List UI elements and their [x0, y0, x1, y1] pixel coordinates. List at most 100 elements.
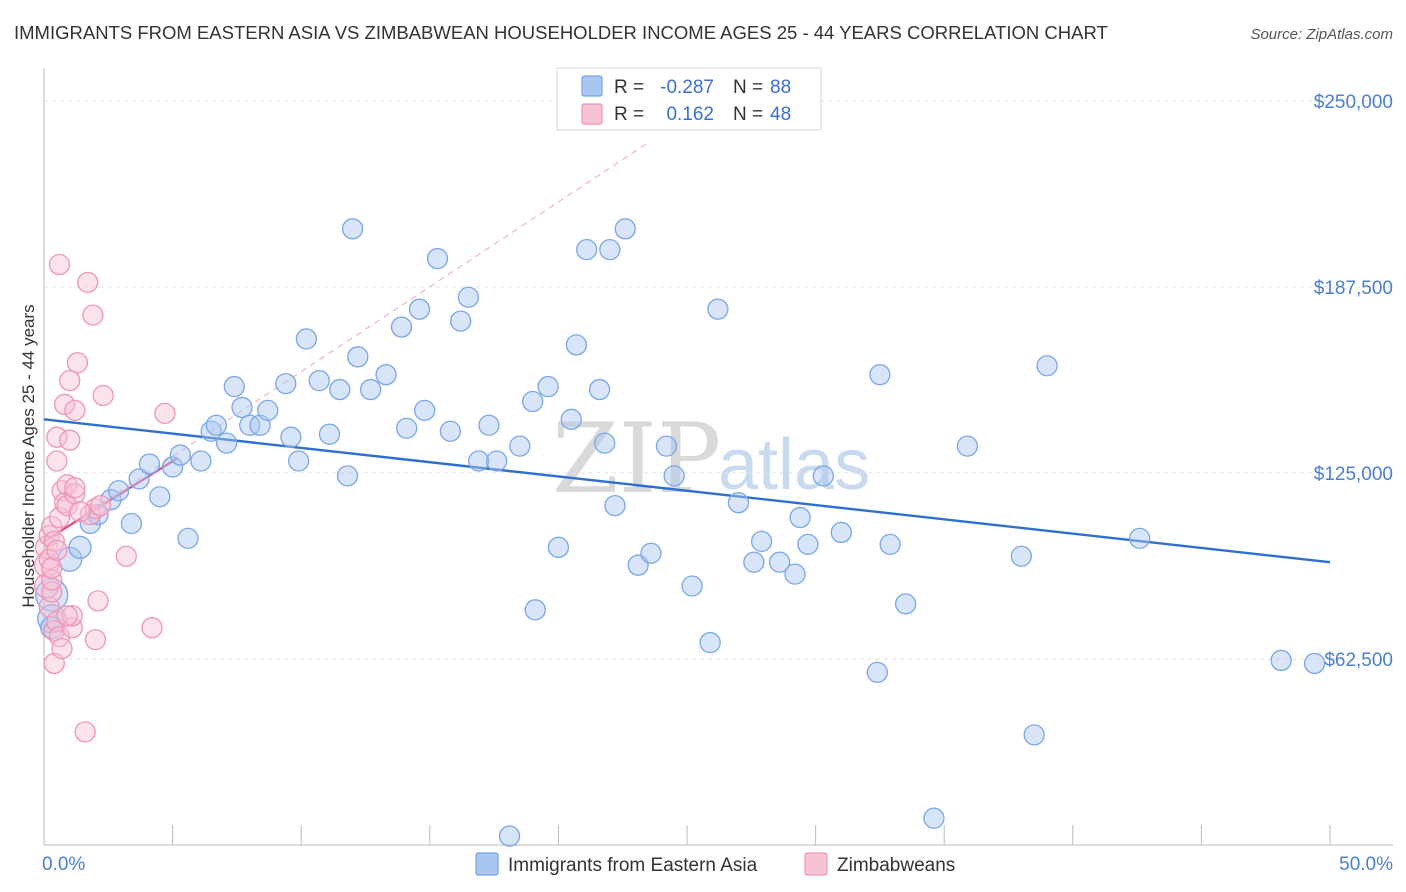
eastern-asia-point-82 — [923, 807, 945, 829]
scatter-points — [33, 218, 1326, 847]
eastern-asia-point-11 — [138, 453, 161, 475]
y-tick-label-3: $250,000 — [1314, 92, 1393, 113]
eastern-asia-point-42 — [439, 420, 462, 442]
zimbabwean-point-46 — [56, 605, 78, 627]
eastern-asia-point-12 — [149, 486, 171, 508]
chart-source: Source: ZipAtlas.com — [1250, 26, 1393, 43]
eastern-asia-point-35 — [359, 378, 382, 401]
eastern-asia-point-53 — [547, 536, 570, 558]
eastern-asia-point-37 — [390, 316, 413, 338]
zimbabwean-point-31 — [74, 721, 96, 743]
eastern-asia-point-44 — [457, 286, 480, 308]
eastern-asia-point-89 — [1303, 652, 1326, 675]
y-tick-label-2: $187,500 — [1314, 278, 1393, 299]
eastern-asia-point-33 — [341, 218, 364, 240]
x-tick-label-0: 0.0% — [42, 854, 85, 875]
eastern-asia-point-74 — [789, 506, 811, 529]
eastern-asia-point-28 — [295, 328, 317, 350]
zimbabwean-point-26 — [61, 605, 83, 627]
chart-title: IMMIGRANTS FROM EASTERN ASIA VS ZIMBABWE… — [14, 22, 1108, 43]
eastern-asia-point-43 — [450, 310, 472, 332]
zimbabwean-point-24 — [59, 369, 81, 392]
zimbabwean-point-20 — [53, 393, 76, 416]
y-tick-label-0: $62,500 — [1324, 650, 1393, 671]
eastern-asia-point-51 — [524, 599, 546, 621]
zimbabwean-point-17 — [51, 637, 73, 660]
zimbabwean-point-1 — [33, 573, 60, 599]
eastern-asia-point-13 — [161, 456, 184, 478]
series-swatch-zimbabweans — [804, 852, 828, 876]
zimbabwean-point-38 — [89, 495, 112, 517]
series-label-zimbabweans: Zimbabweans — [837, 855, 955, 876]
zimbabwean-point-32 — [77, 271, 99, 294]
eastern-asia-point-47 — [486, 450, 508, 472]
eastern-asia-point-48 — [498, 825, 521, 847]
zimbabwean-point-13 — [46, 426, 68, 448]
eastern-asia-point-75 — [797, 533, 819, 555]
zimbabwean-point-12 — [46, 450, 68, 472]
eastern-asia-point-52 — [537, 375, 559, 398]
eastern-asia-point-86 — [1036, 355, 1058, 377]
zimbabwean-point-29 — [64, 399, 86, 422]
gridlines — [44, 100, 1393, 660]
eastern-asia-point-70 — [743, 551, 765, 573]
eastern-asia-point-76 — [812, 465, 834, 487]
eastern-asia-point-87 — [1129, 527, 1151, 550]
eastern-asia-point-25 — [275, 372, 297, 395]
zimbabwean-point-30 — [66, 352, 89, 374]
eastern-asia-point-67 — [699, 631, 721, 654]
legend-swatch-blue — [581, 75, 603, 97]
eastern-asia-point-29 — [308, 369, 330, 392]
eastern-asia-point-10 — [128, 468, 150, 490]
eastern-asia-point-65 — [663, 465, 685, 487]
eastern-asia-point-59 — [599, 239, 621, 261]
eastern-asia-point-64 — [655, 435, 678, 457]
eastern-asia-point-24 — [257, 399, 279, 422]
legend-n-value-2: 48 — [770, 104, 791, 125]
eastern-asia-point-41 — [426, 247, 449, 270]
zimbabwean-point-22 — [56, 495, 78, 517]
zimbabwean-point-45 — [46, 539, 68, 561]
eastern-asia-point-68 — [707, 298, 729, 320]
eastern-asia-point-46 — [478, 414, 500, 436]
zimbabwean-point-23 — [59, 429, 81, 451]
eastern-asia-point-39 — [408, 298, 431, 320]
eastern-asia-point-81 — [894, 593, 917, 615]
zimbabwean-point-25 — [61, 617, 83, 639]
eastern-asia-point-71 — [750, 530, 773, 553]
y-tick-label-1: $125,000 — [1314, 464, 1393, 485]
series-points-1 — [33, 253, 176, 743]
zimbabwean-point-34 — [82, 304, 104, 326]
series-label-eastern-asia: Immigrants from Eastern Asia — [508, 855, 758, 876]
eastern-asia-point-69 — [727, 492, 750, 514]
zimbabwean-point-40 — [115, 545, 137, 567]
eastern-asia-point-73 — [784, 563, 806, 585]
eastern-asia-point-36 — [375, 364, 397, 386]
x-tick-labels: 0.0% 50.0% — [42, 854, 1393, 875]
eastern-asia-point-27 — [287, 450, 310, 472]
eastern-asia-point-14 — [169, 444, 191, 466]
eastern-asia-point-78 — [866, 661, 888, 683]
eastern-asia-point-50 — [522, 390, 544, 413]
legend-r-label-1: R = — [614, 77, 644, 98]
zipatlas-watermark: ZIP atlas — [552, 403, 870, 515]
eastern-asia-point-19 — [215, 432, 238, 454]
eastern-asia-point-54 — [560, 408, 582, 430]
eastern-asia-point-57 — [588, 378, 611, 401]
series-legend: Immigrants from Eastern Asia Zimbabweans — [475, 852, 955, 876]
legend-n-label-2: N = — [733, 104, 763, 125]
eastern-asia-point-63 — [640, 542, 662, 564]
legend-swatch-pink — [581, 103, 603, 125]
eastern-asia-point-58 — [594, 432, 616, 454]
eastern-asia-point-45 — [468, 450, 490, 472]
eastern-asia-point-79 — [869, 364, 891, 386]
legend-n-value-1: 88 — [770, 77, 791, 98]
eastern-asia-point-55 — [565, 334, 588, 356]
eastern-asia-point-40 — [414, 399, 436, 422]
zimbabwean-point-41 — [141, 617, 163, 639]
eastern-asia-point-60 — [604, 495, 626, 517]
zimbabwean-point-5 — [41, 581, 63, 603]
eastern-asia-point-18 — [205, 414, 227, 436]
correlation-legend: R = -0.287 N = 88 R = 0.162 N = 48 — [556, 67, 822, 131]
